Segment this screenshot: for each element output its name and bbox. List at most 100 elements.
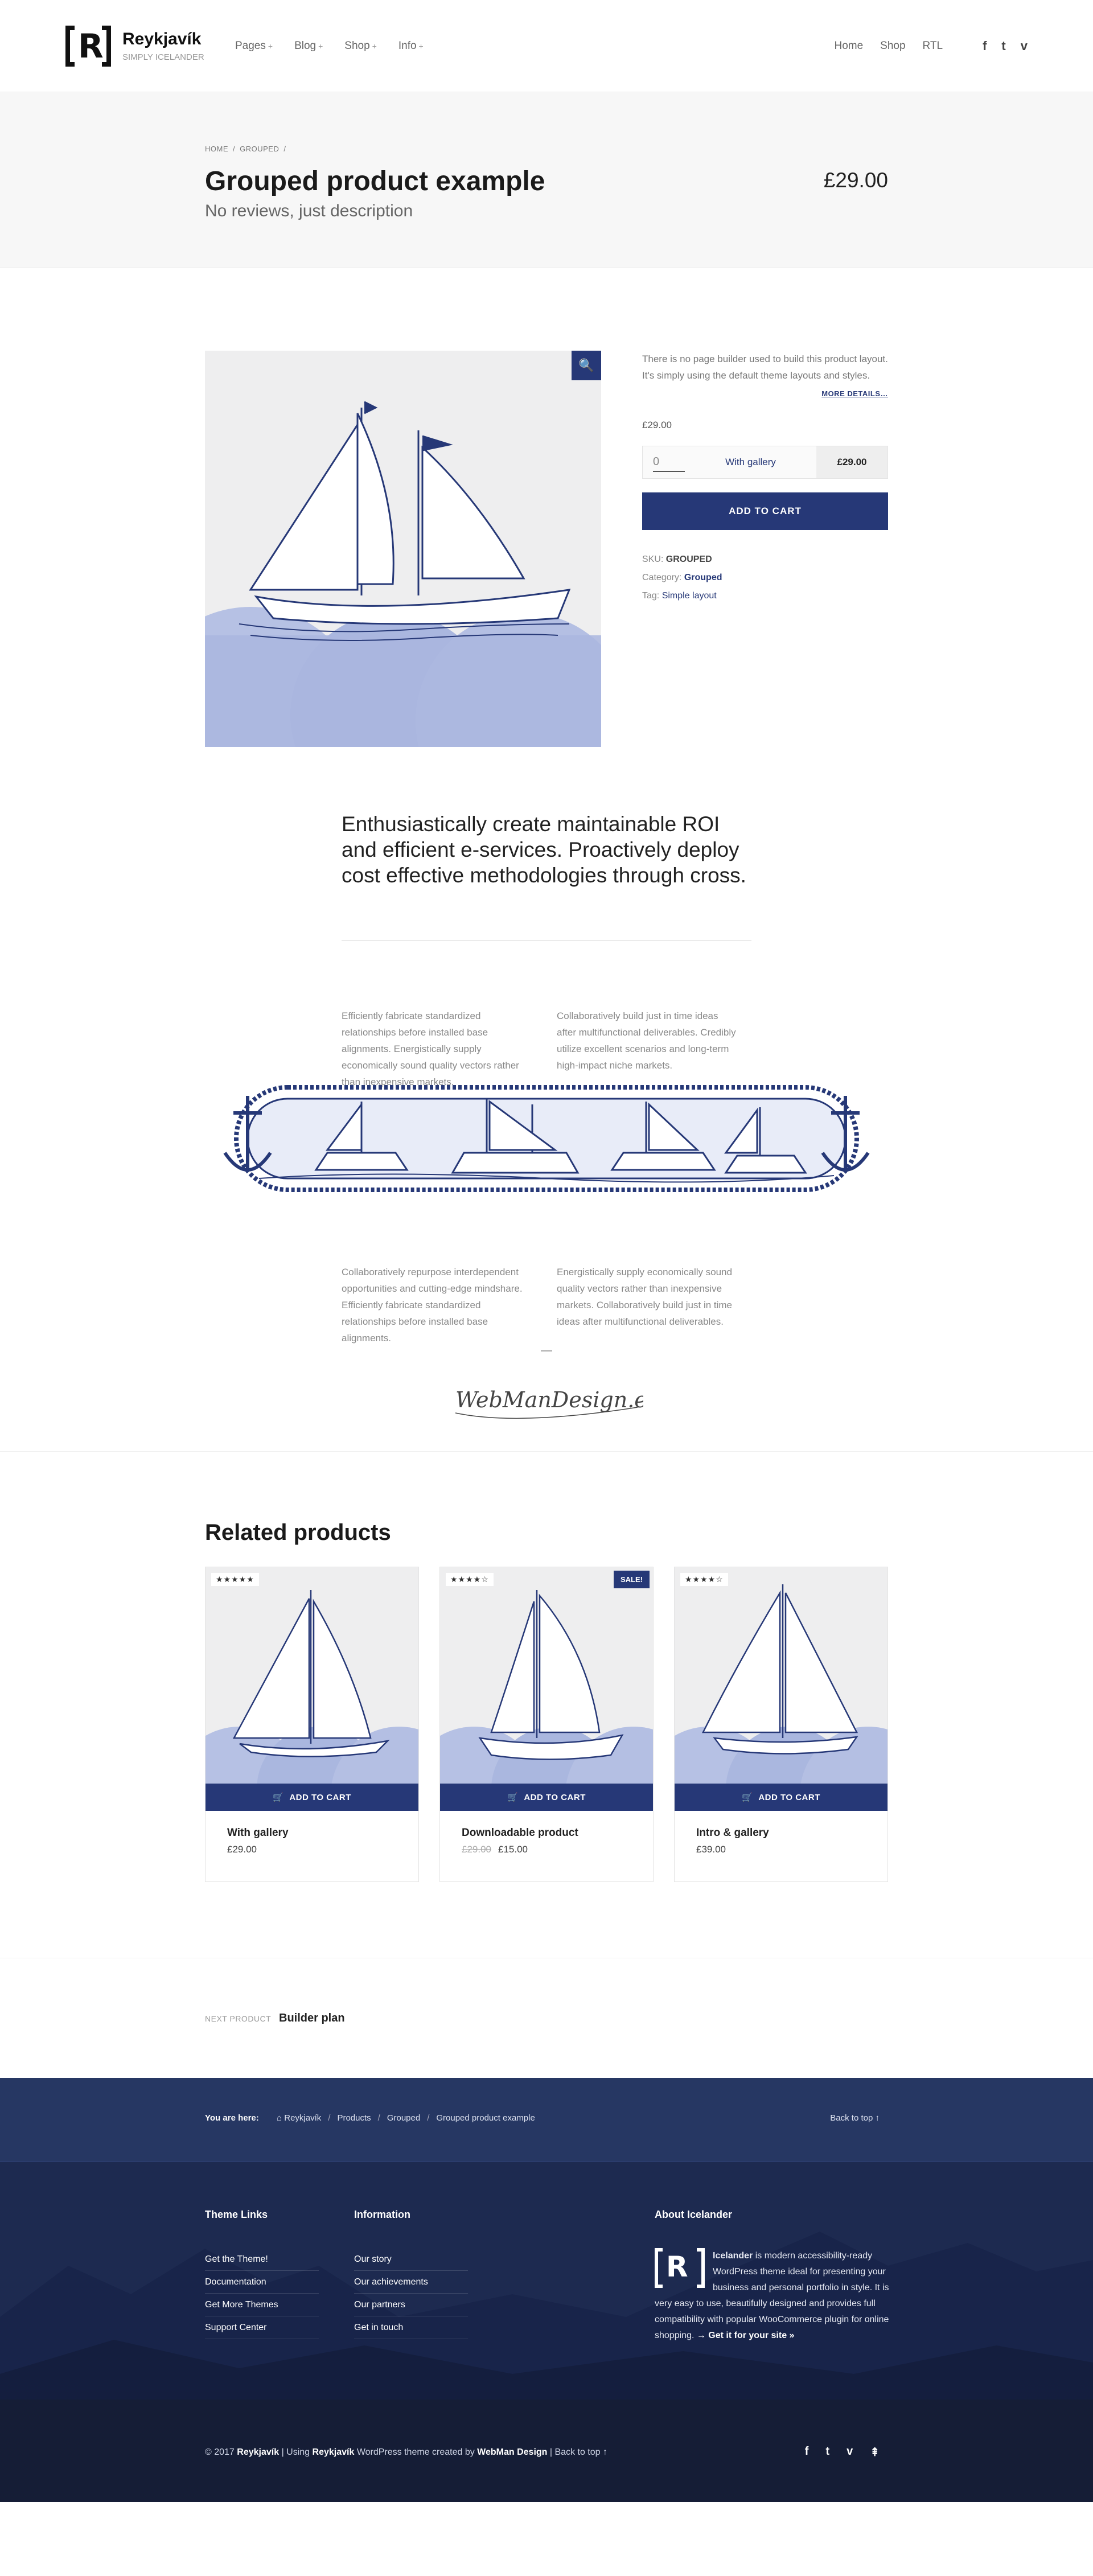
product-card[interactable]: ★★★★☆ SALE! 🛒 ADD TO CART Downloadable pr… [439,1567,654,1882]
footer-bottom: © 2017 Reykjavík | Using Reykjavík WordP… [0,2400,1093,2502]
more-details-link[interactable]: MORE DETAILS… [821,389,888,398]
description-column-2: Collaboratively build just in time ideas… [557,1010,736,1071]
secondary-navigation: Home Shop RTL [834,40,943,52]
nav-item-blog[interactable]: Blog + [294,39,323,52]
sailboat-illustration [675,1584,887,1784]
zoom-icon[interactable]: 🔍 [572,351,601,380]
footer-link-our-story[interactable]: Our story [354,2254,392,2264]
product-description: Enthusiastically create maintainable ROI… [0,780,1093,1452]
about-widget: About Icelander R Icelander is modern ac… [655,2209,889,2344]
post-navigation: NEXT PRODUCT Builder plan [0,1958,1093,2078]
product-price: £29.00 [823,169,888,192]
page-title: Grouped product example [205,166,545,196]
sailing-ship-illustration [205,401,601,747]
footer-link-get-in-touch[interactable]: Get in touch [354,2323,404,2332]
footer-link-partners[interactable]: Our partners [354,2300,405,2310]
author-link[interactable]: WebMan Design [477,2447,548,2457]
grouped-product-row: With gallery £29.00 [642,446,888,479]
site-title: Reykjavík [122,30,202,48]
widget-title: Theme Links [205,2209,268,2220]
footer-link-support[interactable]: Support Center [205,2323,267,2332]
sku-value: GROUPED [665,554,712,564]
expand-icon: + [268,41,273,51]
you-are-here-label: You are here: [205,2113,259,2123]
product-summary: There is no page builder used to build t… [642,351,888,605]
rating-stars: ★★★★★ [211,1573,259,1586]
sailboat-illustration [206,1590,418,1784]
footer-breadcrumb-bar: You are here: ⌂ Reykjavík / Products / Group… [0,2078,1093,2162]
expand-icon: + [418,41,424,51]
signature-image: WebManDesign.eu [455,1387,643,1419]
home-icon: ⌂ [277,2113,282,2123]
back-to-top-icon[interactable]: ⇞ [870,2446,880,2459]
footer-link-more-themes[interactable]: Get More Themes [205,2300,278,2310]
vimeo-icon[interactable]: v [847,2445,853,2458]
get-it-link[interactable]: → Get it for your site » [696,2331,795,2340]
add-to-cart-button[interactable]: 🛒 ADD TO CART [206,1784,418,1811]
nav-item-pages[interactable]: Pages + [235,39,273,52]
footer-link-get-theme[interactable]: Get the Theme! [205,2254,268,2264]
product-price: £29.00 £15.00 [462,1844,528,1855]
product-image[interactable]: 🔍 [205,351,601,747]
add-to-cart-button[interactable]: ADD TO CART [642,492,888,530]
related-products: Related products ★★★★★ 🛒 ADD TO CART With… [0,1452,1093,1958]
footer-social-links: f t v ⇞ [805,2445,880,2459]
site-logo[interactable]: R Reykjavík SIMPLY ICELANDER [65,25,231,67]
add-to-cart-button[interactable]: 🛒 ADD TO CART [440,1784,653,1811]
old-price: £29.00 [462,1844,491,1855]
product-thumbnail[interactable]: ★★★★☆ SALE! [440,1567,653,1784]
next-product-link[interactable]: Builder plan [279,2012,345,2024]
related-heading: Related products [205,1520,391,1545]
breadcrumb-products[interactable]: Products [337,2113,371,2123]
expand-icon: + [318,41,323,51]
category-link[interactable]: Grouped [684,573,722,582]
twitter-icon[interactable]: t [825,2445,830,2458]
quantity-input[interactable] [653,453,685,472]
breadcrumb-home[interactable]: Reykjavík [284,2113,322,2123]
breadcrumb-home[interactable]: HOME [205,145,228,153]
footer-logo: R [655,2248,705,2288]
twitter-icon[interactable]: t [1001,38,1006,53]
breadcrumb: ⌂ Reykjavík / Products / Grouped / Grouped pro… [277,2113,535,2123]
breadcrumb-grouped[interactable]: Grouped [387,2113,421,2123]
link-home[interactable]: Home [834,39,864,52]
back-to-top-link[interactable]: Back to top ↑ [830,2113,880,2123]
breadcrumb-grouped[interactable]: GROUPED [240,145,280,153]
product-short-description: There is no page builder used to build t… [642,354,888,381]
back-to-top-link[interactable]: Back to top ↑ [554,2447,608,2457]
facebook-icon[interactable]: f [983,38,987,53]
theme-link[interactable]: Reykjavík [312,2447,355,2457]
copyright-site-link[interactable]: Reykjavík [237,2447,280,2457]
footer-link-documentation[interactable]: Documentation [205,2277,266,2287]
facebook-icon[interactable]: f [804,2445,809,2458]
product-thumbnail[interactable]: ★★★★★ [206,1567,418,1784]
description-column-1: Efficiently fabricate standardized relat… [342,1010,519,1087]
product-title[interactable]: Downloadable product [462,1827,578,1839]
product-price: £39.00 [696,1844,726,1855]
add-to-cart-button[interactable]: 🛒 ADD TO CART [675,1784,887,1811]
product-card[interactable]: ★★★★★ 🛒 ADD TO CART With gallery £29.00 [205,1567,419,1882]
nav-item-shop[interactable]: Shop + [344,39,377,52]
site-description: SIMPLY ICELANDER [122,52,204,62]
link-rtl[interactable]: RTL [922,39,943,52]
breadcrumb: HOME / GROUPED / [205,145,286,153]
product-title[interactable]: Intro & gallery [696,1827,769,1839]
product-title[interactable]: With gallery [227,1827,289,1839]
product-card[interactable]: ★★★★☆ 🛒 ADD TO CART Intro & gallery £39.0… [674,1567,888,1882]
nav-item-info[interactable]: Info + [398,39,424,52]
main-navigation: Pages + Blog + Shop + Info + [235,40,424,52]
product-price: £29.00 [227,1844,257,1855]
rating-stars: ★★★★☆ [446,1573,494,1586]
grouped-item-link[interactable]: With gallery [725,457,776,467]
product-thumbnail[interactable]: ★★★★☆ [675,1567,887,1784]
tag-link[interactable]: Simple layout [661,591,717,601]
page-intro: HOME / GROUPED / Grouped product example No… [0,92,1093,268]
link-shop[interactable]: Shop [880,39,906,52]
logo-mark: R [65,25,111,67]
cart-icon: 🛒 [507,1793,519,1802]
vimeo-icon[interactable]: v [1020,38,1028,53]
cart-icon: 🛒 [742,1793,753,1802]
divider [342,940,751,941]
footer-link-achievements[interactable]: Our achievements [354,2277,428,2287]
sale-badge: SALE! [614,1571,650,1588]
